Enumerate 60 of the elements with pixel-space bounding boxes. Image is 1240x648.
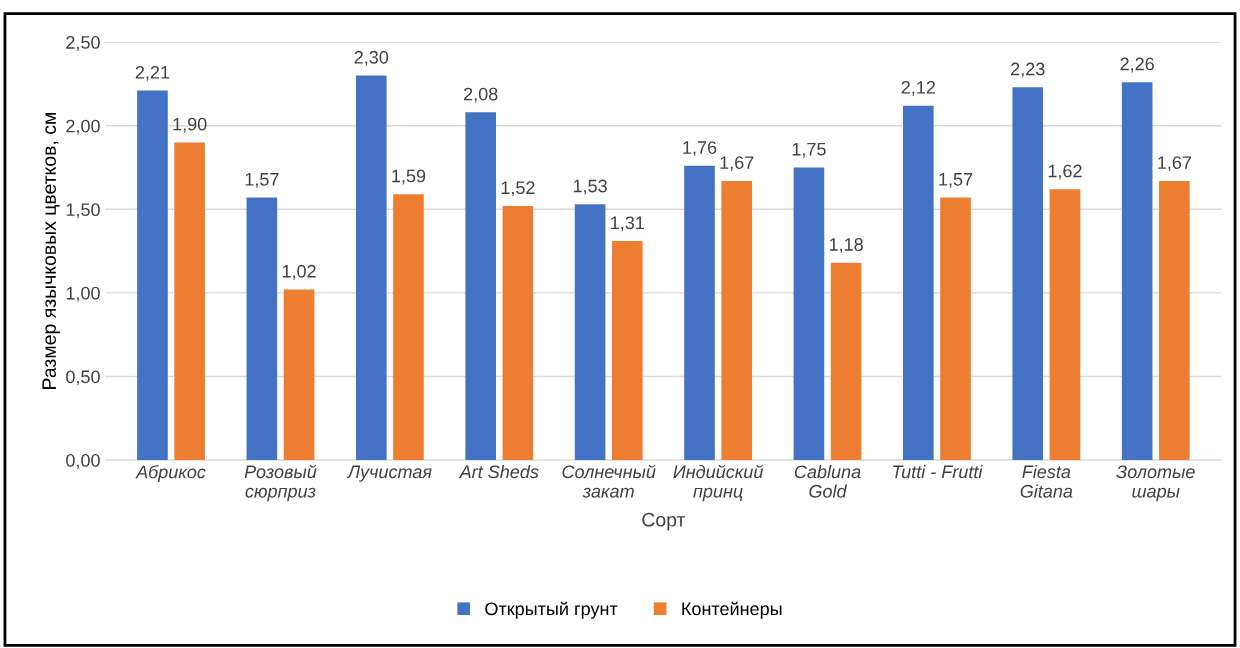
bar <box>502 205 534 461</box>
bar <box>1049 189 1081 461</box>
bar <box>793 167 825 461</box>
bar <box>1121 82 1153 461</box>
x-tick-label: Tutti - Frutti <box>893 464 983 479</box>
bar <box>940 197 971 461</box>
x-tick-label: Fiesta Gitana <box>1020 464 1073 498</box>
bar <box>721 180 753 461</box>
bar <box>574 204 606 461</box>
bar <box>355 75 387 461</box>
y-tick-label: 0,50 <box>66 370 100 386</box>
data-label: 1,75 <box>792 143 826 158</box>
data-label: 1,53 <box>573 179 607 195</box>
bar <box>246 197 278 461</box>
data-label: 1,18 <box>829 238 863 254</box>
y-tick-label: 1,00 <box>66 286 100 302</box>
data-label: 1,57 <box>939 173 973 188</box>
y-tick-label: 1,50 <box>66 203 100 219</box>
y-tick-label: 2,50 <box>66 36 100 51</box>
data-label: 1,57 <box>245 173 279 188</box>
data-label: 1,02 <box>282 264 316 280</box>
data-label: 1,76 <box>683 141 717 157</box>
x-axis-title: Сорт <box>642 512 686 531</box>
data-label: 2,21 <box>135 65 170 81</box>
x-tick-label: Золотые шары <box>1116 465 1195 502</box>
y-tick-label: 0,00 <box>66 454 100 469</box>
bar <box>1159 180 1190 461</box>
data-label: 1,31 <box>611 216 644 232</box>
bar <box>393 194 424 461</box>
bar <box>830 262 862 461</box>
x-tick-label: Розовый сюрприз <box>244 464 317 502</box>
bar <box>283 289 315 461</box>
data-label: 2,23 <box>1011 62 1045 78</box>
x-tick-label: Cabluna Gold <box>794 464 861 498</box>
data-label: 1,62 <box>1048 164 1082 180</box>
bar <box>174 142 205 461</box>
x-tick-label: Лучистая <box>346 465 432 482</box>
data-label: 1,59 <box>392 169 426 185</box>
x-tick-label: Солнечный закат <box>562 464 656 498</box>
x-tick-label: Абрикос <box>135 464 206 482</box>
bar <box>1012 87 1044 461</box>
bar <box>137 90 168 461</box>
y-axis-title: Размер язычковых цветков, см <box>42 113 60 389</box>
y-tick-label: 2,00 <box>66 119 100 135</box>
data-label: 2,30 <box>354 50 389 66</box>
data-label: 1,52 <box>501 181 535 197</box>
data-label: 2,26 <box>1120 57 1154 73</box>
data-label: 2,12 <box>901 80 935 96</box>
bar <box>903 105 934 461</box>
data-label: 1,90 <box>173 117 207 133</box>
x-tick-label: Art Sheds <box>458 464 539 479</box>
data-label: 2,08 <box>464 87 498 103</box>
bar <box>684 165 715 461</box>
data-label: 1,67 <box>720 156 754 172</box>
bar <box>611 241 643 461</box>
bar <box>465 112 496 461</box>
legend-label: Открытый грунт <box>485 601 618 619</box>
data-label: 1,67 <box>1158 156 1192 172</box>
legend-label: Контейнеры <box>682 601 782 619</box>
x-tick-label: Индийский принц <box>673 464 764 502</box>
